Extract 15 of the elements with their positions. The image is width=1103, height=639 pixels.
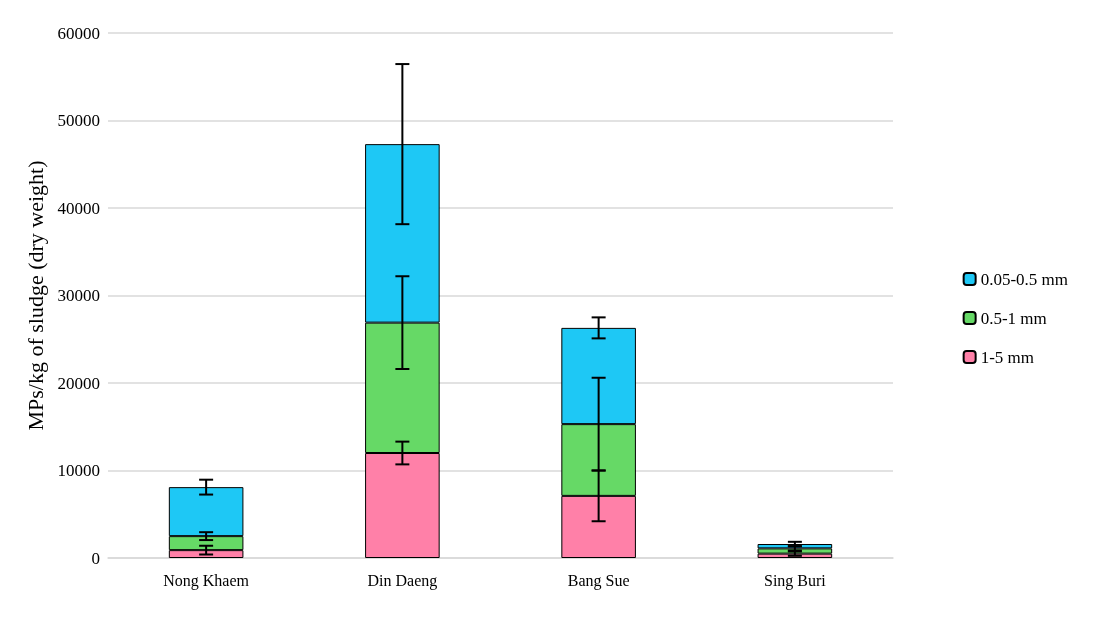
x-tick-label: Din Daeng (367, 571, 438, 590)
x-tick-label: Nong Khaem (163, 571, 250, 590)
x-tick-label: Sing Buri (763, 571, 827, 590)
y-tick-label: 60000 (57, 23, 100, 43)
y-tick-label: 40000 (57, 198, 100, 218)
y-tick-label: 50000 (57, 111, 100, 130)
legend-label: 0.5-1 mm (980, 308, 1047, 328)
y-tick-label: 30000 (57, 286, 100, 305)
legend-label: 0.05-0.5 mm (980, 269, 1068, 289)
y-tick-label: 0 (91, 548, 100, 568)
y-tick-label: 10000 (57, 461, 100, 480)
legend-label: 1-5 mm (980, 347, 1034, 367)
y-tick-label: 20000 (57, 373, 100, 393)
y-axis-title: MPs/kg of sludge (dry weight) (22, 160, 48, 431)
x-tick-label: Bang Sue (567, 571, 630, 590)
